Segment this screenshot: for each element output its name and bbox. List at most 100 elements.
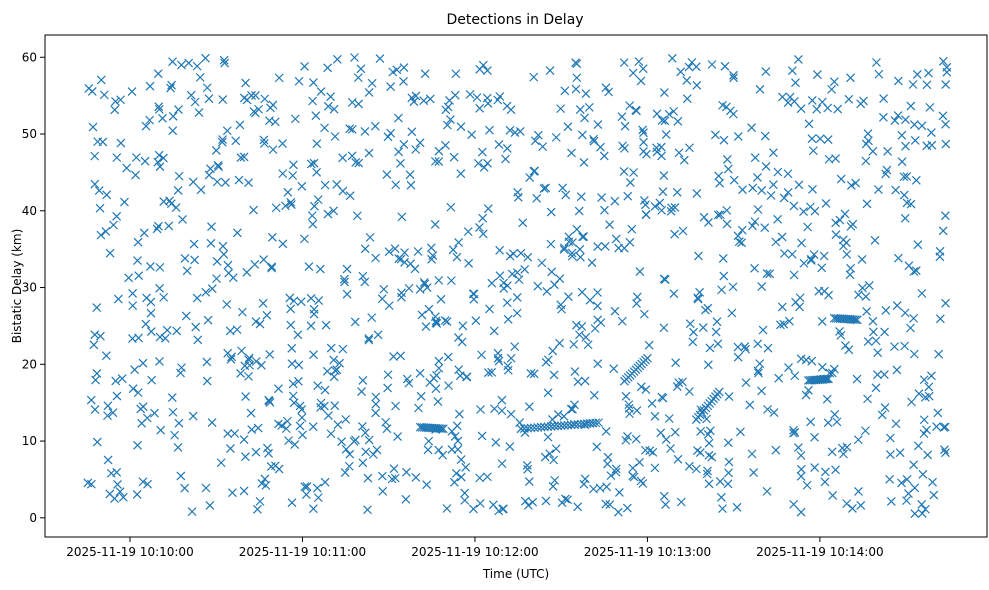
data-point [435, 424, 444, 433]
data-point [192, 61, 202, 71]
data-point [456, 455, 466, 465]
data-point [116, 138, 126, 148]
data-point [147, 375, 157, 385]
data-point [639, 137, 648, 147]
data-point [244, 371, 253, 381]
data-point [909, 460, 919, 470]
data-point [433, 397, 443, 406]
data-point [856, 99, 866, 109]
data-point [382, 170, 392, 179]
data-point [620, 121, 630, 131]
chart-title: Detections in Delay [446, 12, 583, 28]
data-point [141, 319, 151, 329]
data-point [864, 281, 874, 290]
data-point [861, 156, 871, 166]
data-point [145, 115, 155, 125]
data-point [283, 187, 293, 197]
data-point [218, 135, 227, 144]
data-point [250, 259, 260, 269]
data-point [358, 458, 368, 468]
data-point [406, 259, 415, 269]
data-point [118, 492, 128, 502]
data-point [434, 363, 444, 373]
data-point [187, 507, 197, 517]
data-point [258, 298, 268, 308]
data-point [909, 120, 919, 130]
data-point [574, 206, 584, 216]
data-point [287, 498, 297, 508]
data-point [320, 180, 330, 190]
data-point [308, 504, 318, 514]
data-point [732, 502, 742, 512]
data-point [546, 422, 556, 431]
data-point [593, 120, 603, 129]
data-point [809, 250, 819, 259]
data-point [806, 254, 816, 264]
data-point [223, 348, 233, 358]
data-point [308, 219, 318, 229]
data-point [286, 304, 296, 314]
data-point [718, 254, 728, 263]
data-point [636, 382, 646, 392]
data-point [620, 143, 629, 153]
data-point [711, 327, 721, 337]
data-point [661, 130, 671, 139]
data-point [109, 220, 118, 230]
data-point [868, 327, 878, 337]
data-point [548, 481, 558, 491]
data-point [777, 302, 787, 312]
data-point [648, 447, 658, 457]
data-point [244, 353, 254, 363]
data-point [438, 450, 448, 460]
data-point [501, 154, 510, 164]
data-point [297, 181, 307, 191]
data-point [234, 175, 244, 185]
data-point [168, 111, 178, 121]
data-point [542, 287, 552, 296]
data-point [232, 325, 242, 335]
data-point [560, 421, 569, 430]
data-point [791, 297, 801, 307]
data-point [849, 315, 858, 324]
data-point [347, 151, 357, 161]
data-point [863, 136, 873, 146]
data-point [495, 271, 505, 281]
data-point [375, 54, 385, 64]
data-point [324, 411, 333, 421]
data-point [559, 245, 569, 254]
data-point [491, 438, 501, 447]
data-point [575, 252, 585, 262]
data-point [556, 300, 566, 310]
data-point [619, 167, 629, 176]
data-point [920, 392, 930, 402]
data-point [603, 459, 612, 469]
data-point [755, 359, 765, 369]
data-point [803, 222, 813, 232]
data-point [820, 477, 830, 487]
data-point [309, 158, 319, 168]
data-point [572, 73, 582, 83]
data-point [593, 288, 602, 297]
data-point [206, 164, 215, 174]
data-point [703, 360, 713, 370]
data-point [352, 211, 362, 221]
data-point [880, 327, 889, 337]
data-point [465, 89, 475, 99]
data-point [473, 158, 483, 168]
data-point [442, 317, 452, 326]
data-point [540, 452, 550, 462]
data-point [796, 104, 806, 114]
data-point [180, 253, 190, 263]
data-point [528, 497, 538, 507]
data-point [796, 464, 806, 474]
data-point [483, 368, 493, 378]
data-point [371, 408, 381, 418]
data-point [693, 294, 703, 304]
data-point [436, 424, 446, 434]
data-point [358, 271, 368, 281]
data-point [539, 184, 549, 193]
data-point [922, 80, 932, 90]
data-point [193, 335, 203, 345]
data-point [216, 458, 226, 468]
data-point [581, 332, 591, 342]
